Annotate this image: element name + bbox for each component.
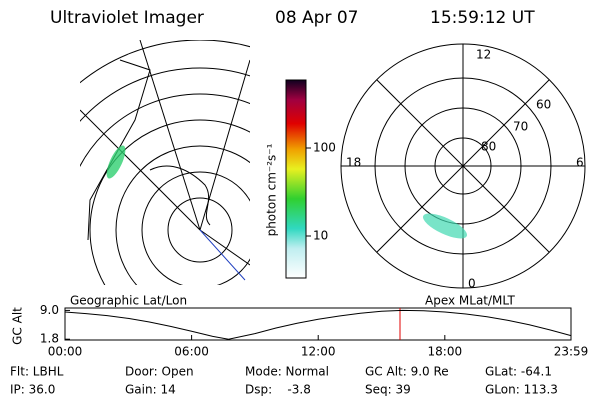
x-tick-label: 00:00 — [48, 345, 83, 359]
y-tick-label: 9.0 — [40, 303, 59, 317]
colorbar-label: photon cm⁻²s⁻¹ — [265, 143, 279, 236]
map-label: Apex MLat/MLT — [425, 294, 515, 308]
polar-label: 6 — [576, 156, 584, 170]
title: Ultraviolet Imager — [50, 8, 204, 28]
polar-label: 80 — [481, 140, 496, 154]
info-text: GLon: 113.3 — [485, 383, 558, 397]
map-label: Geographic Lat/Lon — [70, 294, 187, 308]
info-text: Door: Open — [125, 365, 194, 379]
info-text: Dsp: -3.8 — [245, 383, 311, 397]
x-tick-label: 18:00 — [428, 345, 463, 359]
colorbar-tick: 10 — [313, 229, 328, 243]
info-text: IP: 36.0 — [10, 383, 55, 397]
info-text: GLat: -64.1 — [485, 365, 552, 379]
date: 08 Apr 07 — [275, 8, 358, 28]
polar-label: 12 — [476, 48, 491, 62]
polar-label: 60 — [536, 98, 551, 112]
info-text: Flt: LBHL — [10, 365, 64, 379]
x-tick-label: 12:00 — [301, 345, 336, 359]
colorbar — [285, 79, 307, 279]
y-tick-label: 1.8 — [40, 332, 59, 346]
colorbar-tick: 100 — [313, 141, 336, 155]
polar-map — [340, 43, 586, 289]
x-tick-label: 06:00 — [174, 345, 209, 359]
info-text: Gain: 14 — [125, 383, 176, 397]
polar-label: 18 — [346, 156, 361, 170]
time: 15:59:12 UT — [430, 8, 535, 28]
info-text: GC Alt: 9.0 Re — [365, 365, 449, 379]
info-text: Seq: 39 — [365, 383, 411, 397]
x-tick-label: 23:59 — [554, 345, 589, 359]
geo-map — [80, 40, 250, 285]
y-axis-label: GC Alt — [11, 307, 25, 345]
polar-label: 70 — [513, 120, 528, 134]
altitude-line — [64, 309, 572, 340]
polar-label: 0 — [468, 277, 476, 291]
info-text: Mode: Normal — [245, 365, 329, 379]
